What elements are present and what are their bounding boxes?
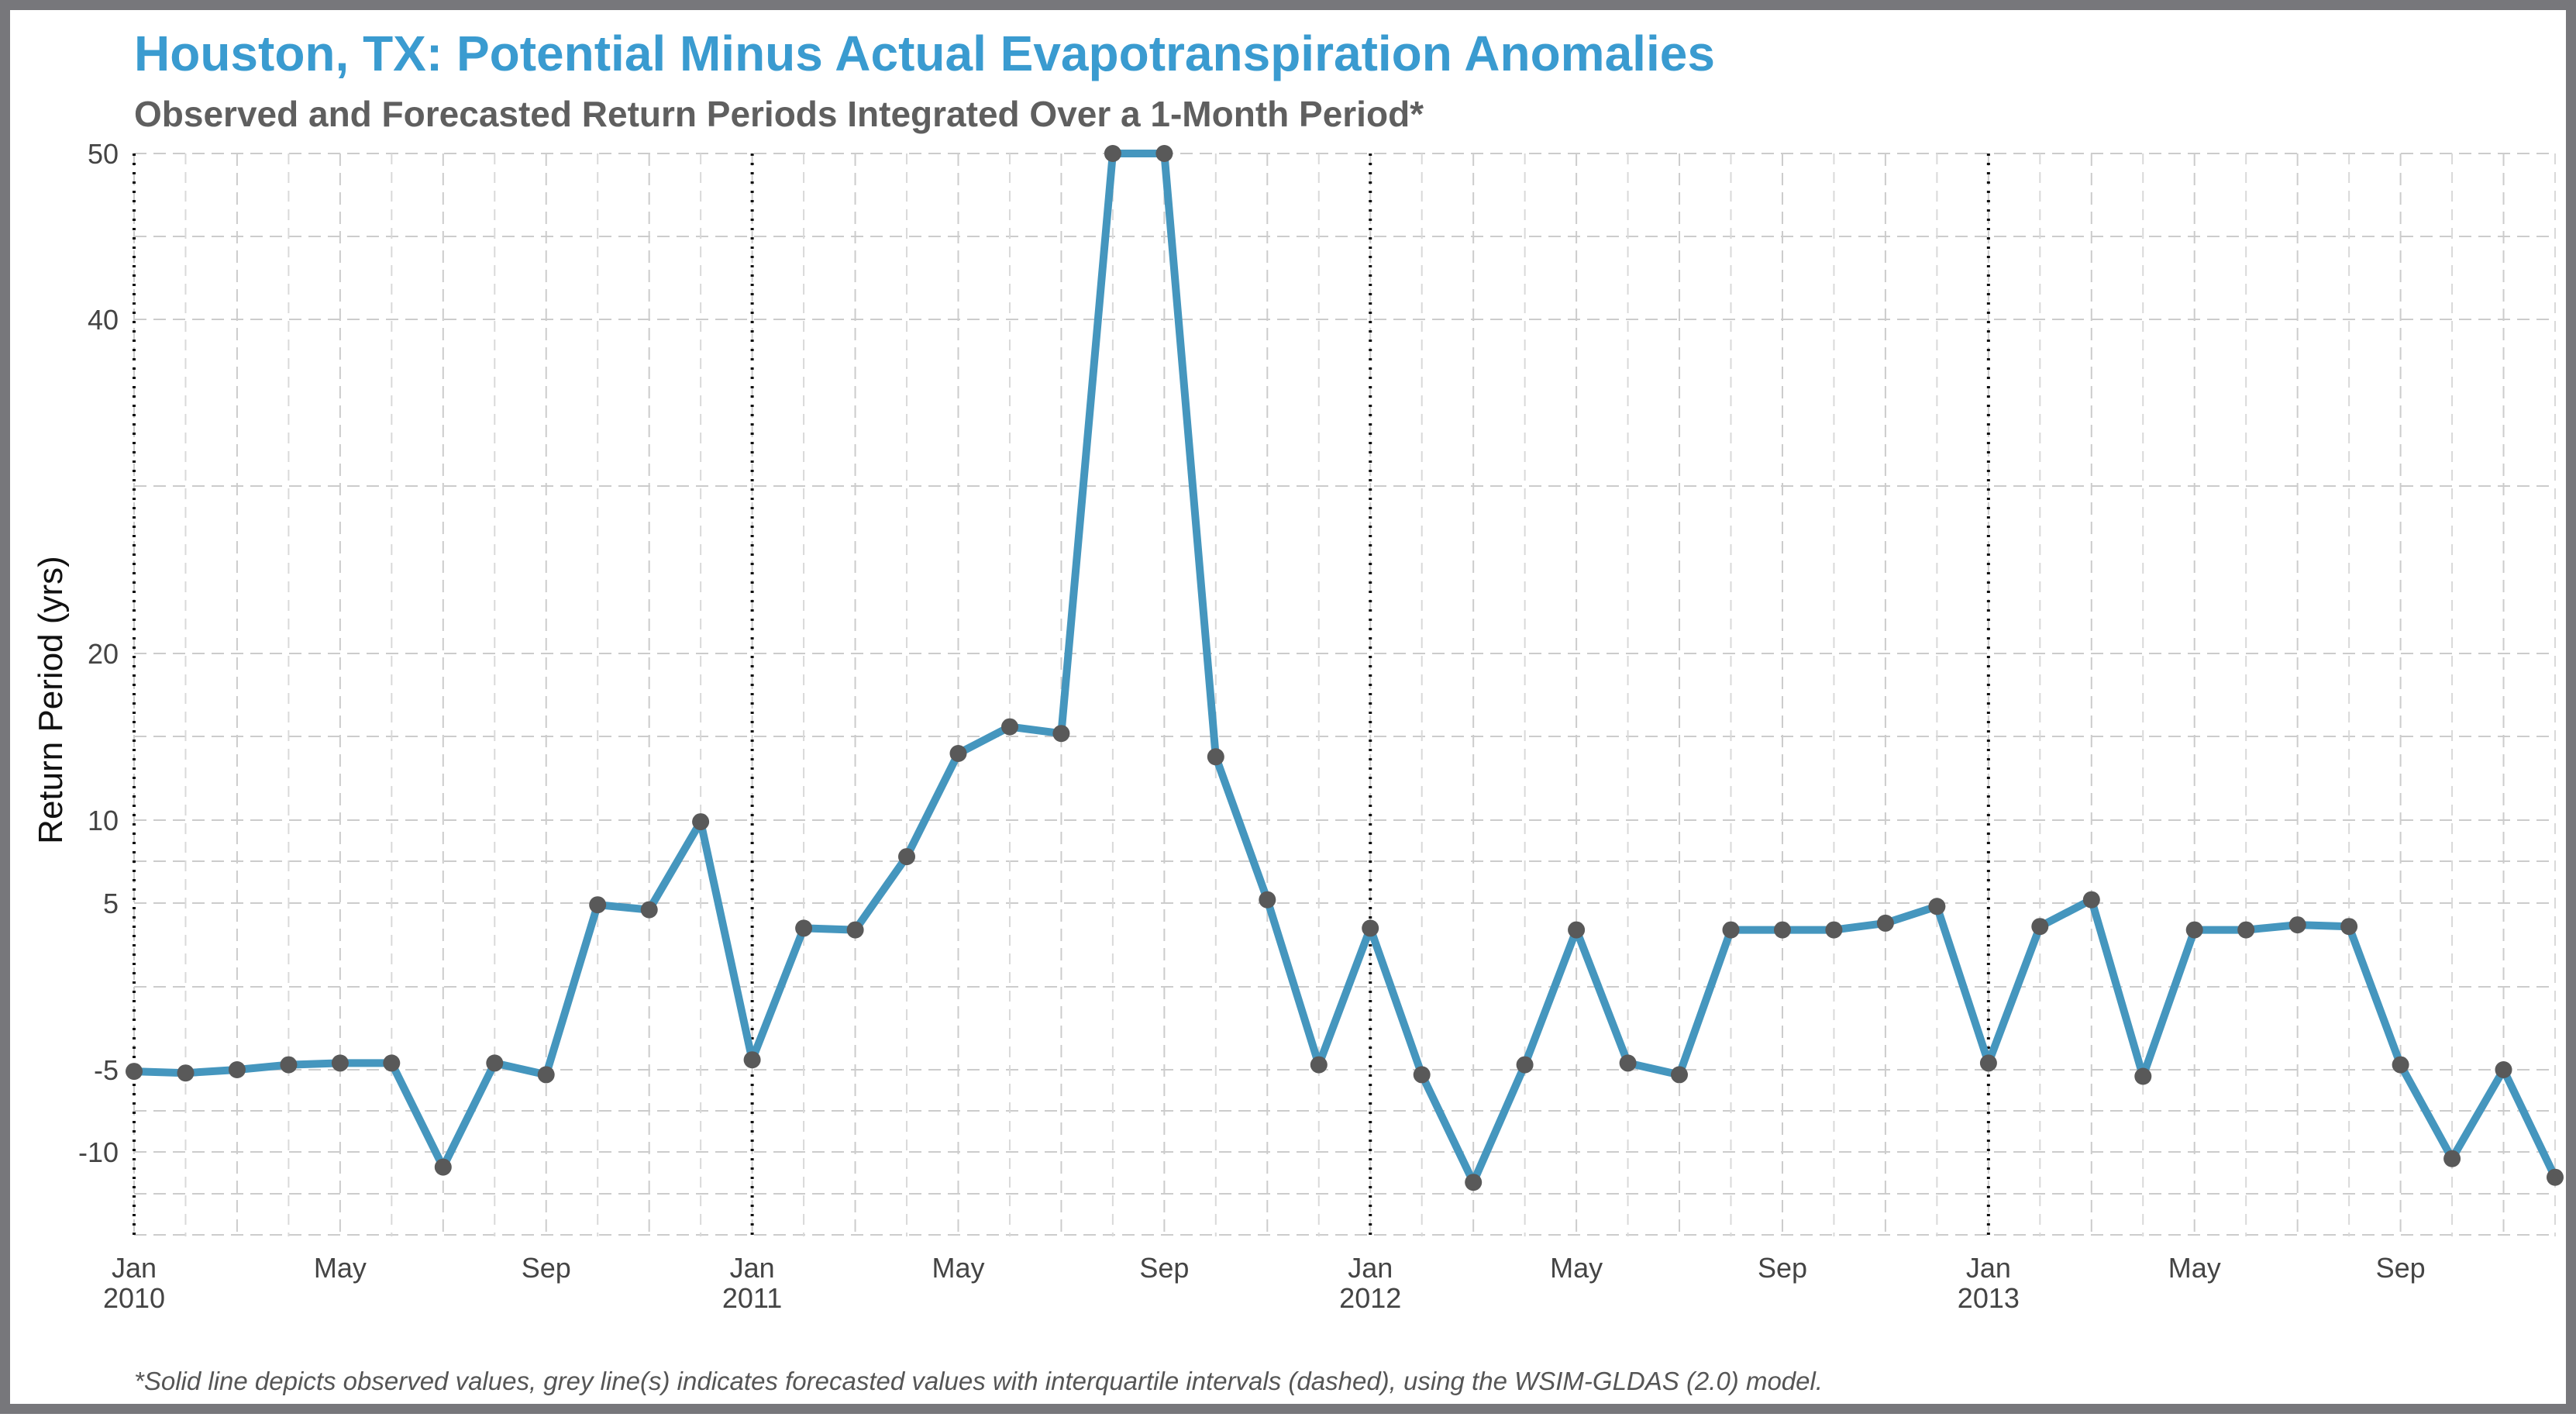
x-tick-month: May bbox=[314, 1252, 367, 1284]
data-point bbox=[383, 1054, 401, 1072]
data-point bbox=[795, 919, 813, 937]
observed-series-points bbox=[126, 145, 2564, 1191]
x-tick-month: May bbox=[932, 1252, 984, 1284]
data-point bbox=[1362, 919, 1379, 937]
grid-lines bbox=[133, 153, 2556, 1236]
data-point bbox=[2237, 921, 2255, 939]
data-point bbox=[589, 896, 607, 914]
data-point bbox=[1001, 718, 1018, 736]
data-point bbox=[1619, 1054, 1637, 1072]
data-point bbox=[2340, 918, 2358, 936]
data-point bbox=[846, 921, 864, 939]
x-tick-month: May bbox=[2168, 1252, 2221, 1284]
x-tick-month: Sep bbox=[2376, 1252, 2426, 1284]
data-point bbox=[434, 1158, 452, 1176]
data-point bbox=[2547, 1168, 2564, 1186]
x-tick-month: Jan bbox=[730, 1252, 775, 1284]
data-point bbox=[331, 1054, 349, 1072]
y-tick-labels: 50 40 20 10 5 -5 -10 bbox=[78, 138, 119, 1168]
data-point bbox=[1104, 145, 1121, 162]
data-point bbox=[1876, 914, 1894, 932]
data-point bbox=[1722, 921, 1740, 939]
x-tick-month: Sep bbox=[1758, 1252, 1807, 1284]
data-point bbox=[949, 745, 967, 762]
y-tick-label: 20 bbox=[88, 638, 119, 670]
data-point bbox=[2082, 891, 2100, 909]
x-tick-month: Jan bbox=[1348, 1252, 1393, 1284]
x-tick-month: Jan bbox=[112, 1252, 157, 1284]
data-point bbox=[1568, 921, 1586, 939]
data-point bbox=[486, 1054, 504, 1072]
y-tick-label: 40 bbox=[88, 304, 119, 336]
data-point bbox=[2185, 921, 2203, 939]
chart-svg: Houston, TX: Potential Minus Actual Evap… bbox=[32, 26, 2564, 1395]
chart-caption: *Solid line depicts observed values, gre… bbox=[134, 1367, 1823, 1395]
chart-title: Houston, TX: Potential Minus Actual Evap… bbox=[134, 26, 1715, 81]
data-point bbox=[1259, 891, 1276, 909]
data-point bbox=[1465, 1174, 1483, 1191]
x-tick-year: 2010 bbox=[103, 1282, 165, 1314]
data-point bbox=[280, 1056, 298, 1074]
chart-subtitle: Observed and Forecasted Return Periods I… bbox=[134, 94, 1424, 134]
data-point bbox=[1310, 1056, 1328, 1074]
x-tick-year: 2012 bbox=[1339, 1282, 1401, 1314]
data-point bbox=[1207, 748, 1224, 766]
data-point bbox=[1979, 1054, 1997, 1072]
data-point bbox=[126, 1063, 143, 1081]
data-point bbox=[177, 1064, 195, 1082]
data-point bbox=[898, 848, 915, 866]
data-point bbox=[2134, 1067, 2152, 1085]
data-point bbox=[2495, 1061, 2512, 1078]
x-tick-year: 2011 bbox=[722, 1282, 782, 1314]
x-tick-year: 2013 bbox=[1958, 1282, 2020, 1314]
y-axis-label: Return Period (yrs) bbox=[32, 556, 70, 844]
y-tick-label: -10 bbox=[78, 1136, 119, 1168]
data-point bbox=[2392, 1056, 2409, 1074]
data-point bbox=[2288, 916, 2306, 934]
data-point bbox=[228, 1061, 246, 1078]
x-tick-month: Jan bbox=[1966, 1252, 2011, 1284]
y-tick-label: -5 bbox=[94, 1054, 119, 1086]
data-point bbox=[1774, 921, 1791, 939]
data-point bbox=[743, 1051, 761, 1069]
data-point bbox=[1413, 1066, 1431, 1084]
y-tick-label: 5 bbox=[103, 888, 119, 919]
data-point bbox=[1052, 725, 1070, 743]
data-point bbox=[2443, 1150, 2461, 1167]
data-point bbox=[1928, 898, 1946, 915]
x-tick-month: Sep bbox=[1139, 1252, 1189, 1284]
data-point bbox=[692, 813, 710, 831]
data-point bbox=[1155, 145, 1173, 162]
x-tick-month: May bbox=[1550, 1252, 1603, 1284]
observed-series-line bbox=[130, 150, 2559, 1187]
data-point bbox=[1516, 1056, 1534, 1074]
data-point bbox=[1671, 1066, 1688, 1084]
y-tick-label: 10 bbox=[88, 805, 119, 836]
data-point bbox=[1825, 921, 1843, 939]
data-point bbox=[2031, 918, 2049, 936]
y-tick-label: 50 bbox=[88, 138, 119, 170]
data-point bbox=[640, 901, 658, 919]
data-point bbox=[537, 1066, 555, 1084]
x-tick-month: Sep bbox=[522, 1252, 571, 1284]
